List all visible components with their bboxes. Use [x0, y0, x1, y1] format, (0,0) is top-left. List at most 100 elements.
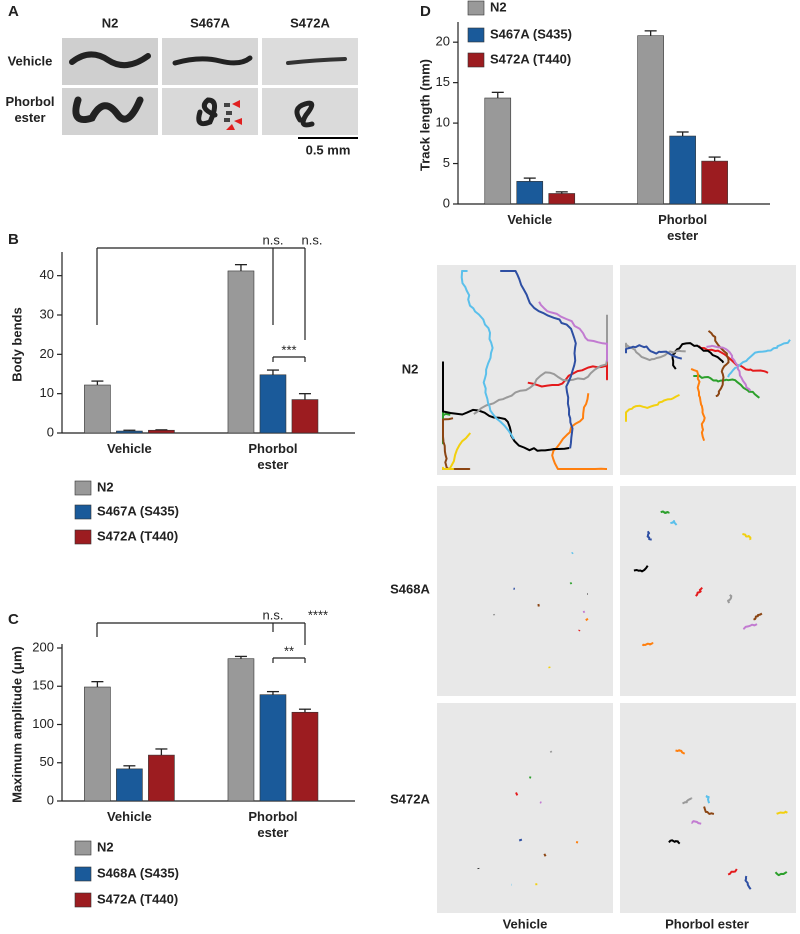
track: [641, 642, 654, 647]
bar: [637, 35, 664, 205]
track: [660, 510, 670, 514]
track: [753, 612, 763, 621]
significance-label: **: [284, 643, 294, 658]
legend-swatch: [74, 480, 92, 496]
error-bar: [298, 708, 311, 713]
track: [633, 565, 649, 573]
track-panel: [437, 265, 613, 475]
column-header: S472A: [290, 15, 330, 30]
bar: [116, 768, 143, 802]
legend-swatch: [74, 504, 92, 520]
legend-label: S468A (S435): [97, 865, 179, 880]
track: [460, 270, 515, 440]
error-bar: [266, 690, 279, 695]
micrographs: [62, 38, 358, 139]
y-tick-label: 15: [436, 74, 450, 89]
bar: [484, 97, 512, 205]
significance-label: n.s.: [302, 232, 323, 247]
significance-label: n.s.: [263, 232, 284, 247]
bar: [548, 193, 576, 205]
column-header: Vehicle: [503, 916, 548, 931]
y-tick-label: 30: [40, 306, 54, 321]
y-tick-label: 40: [40, 267, 54, 282]
legend-label: S472A (T440): [97, 891, 178, 906]
x-tick-label: Phorbol ester: [248, 809, 298, 840]
legend-label: N2: [490, 0, 507, 14]
x-tick-label: Vehicle: [507, 212, 553, 227]
track-panel: [620, 265, 796, 475]
track: [529, 776, 532, 779]
panel-label: C: [8, 611, 19, 628]
bar: [148, 754, 175, 802]
track: [682, 797, 693, 805]
bar: [291, 399, 319, 434]
error-bar: [676, 131, 689, 137]
x-tick-label: Vehicle: [106, 809, 152, 824]
track: [442, 417, 471, 470]
y-tick-label: 0: [47, 792, 54, 807]
track: [515, 792, 519, 796]
error-bar: [523, 177, 536, 182]
track: [551, 393, 607, 470]
track: [625, 344, 683, 360]
track: [727, 339, 791, 378]
legend-label: S472A (T440): [97, 528, 178, 543]
error-bar: [91, 681, 104, 688]
error-bar: [708, 156, 721, 162]
row-header: Phorbol ester: [5, 94, 55, 125]
track: [742, 533, 752, 541]
error-bar: [234, 655, 247, 659]
legend-swatch: [467, 27, 485, 43]
legend-label: S467A (S435): [490, 26, 572, 41]
legend-swatch: [74, 892, 92, 908]
track-panel: [437, 703, 613, 913]
track-panel: [437, 486, 613, 696]
track: [706, 344, 752, 392]
track: [625, 342, 686, 362]
track: [543, 853, 547, 857]
error-bar: [155, 748, 168, 756]
significance-label: n.s.: [263, 607, 284, 622]
error-bar: [266, 369, 279, 375]
track: [538, 301, 608, 362]
legend-label: N2: [97, 479, 114, 494]
track: [695, 586, 703, 597]
track: [670, 520, 678, 526]
error-bar: [644, 30, 657, 36]
bar: [116, 430, 143, 434]
track: [727, 868, 738, 876]
error-bar: [298, 393, 311, 400]
panel-label: A: [8, 3, 19, 20]
y-tick-label: 150: [32, 678, 54, 693]
y-tick-label: 20: [436, 34, 450, 49]
legend-swatch: [467, 0, 485, 16]
x-tick-label: Vehicle: [106, 441, 152, 456]
track: [500, 270, 577, 449]
bar: [291, 711, 319, 802]
track: [776, 810, 788, 815]
legend-swatch: [467, 52, 485, 68]
panel-label: D: [420, 3, 431, 20]
error-bar: [234, 264, 247, 271]
track: [675, 749, 686, 755]
column-header: Phorbol ester: [665, 916, 749, 931]
bar: [669, 135, 696, 205]
track: [690, 367, 706, 442]
track: [575, 840, 579, 844]
bar: [259, 374, 287, 434]
track: [569, 581, 573, 585]
significance-label: ***: [281, 342, 296, 357]
bar: [516, 181, 544, 205]
y-tick-label: 5: [443, 155, 450, 170]
bar: [701, 160, 728, 205]
track: [691, 820, 702, 825]
track-panel: [620, 486, 796, 696]
error-bar: [491, 91, 504, 99]
track: [578, 629, 581, 632]
y-tick-label: 20: [40, 346, 54, 361]
track-panel: [620, 703, 796, 913]
legend-swatch: [74, 840, 92, 856]
track: [442, 432, 472, 470]
track: [693, 374, 760, 399]
